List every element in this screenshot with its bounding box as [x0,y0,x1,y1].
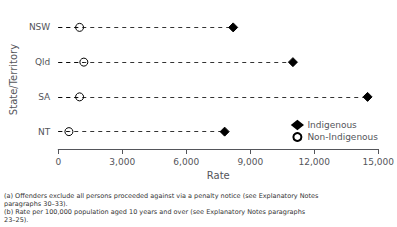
svg-text:9,000: 9,000 [237,157,263,167]
svg-text:NT: NT [38,127,51,137]
svg-text:15,000: 15,000 [363,157,395,167]
svg-text:3,000: 3,000 [109,157,135,167]
svg-text:SA: SA [38,92,51,102]
svg-text:State/Territory: State/Territory [8,44,19,115]
svg-text:0: 0 [55,157,61,167]
svg-text:Rate: Rate [207,170,230,181]
svg-text:Non-Indigenous: Non-Indigenous [307,132,378,142]
svg-text:12,000: 12,000 [299,157,331,167]
svg-text:Indigenous: Indigenous [307,120,357,130]
svg-text:NSW: NSW [29,22,50,32]
svg-text:paragraphs 30–33).: paragraphs 30–33). [4,200,68,208]
svg-text:(a) Offenders exclude all pers: (a) Offenders exclude all persons procee… [4,192,319,200]
svg-text:(b) Rate per 100,000 populatio: (b) Rate per 100,000 population aged 10 … [4,208,306,216]
svg-text:23–25).: 23–25). [4,216,28,224]
svg-text:Qld: Qld [35,57,50,67]
svg-text:6,000: 6,000 [173,157,199,167]
